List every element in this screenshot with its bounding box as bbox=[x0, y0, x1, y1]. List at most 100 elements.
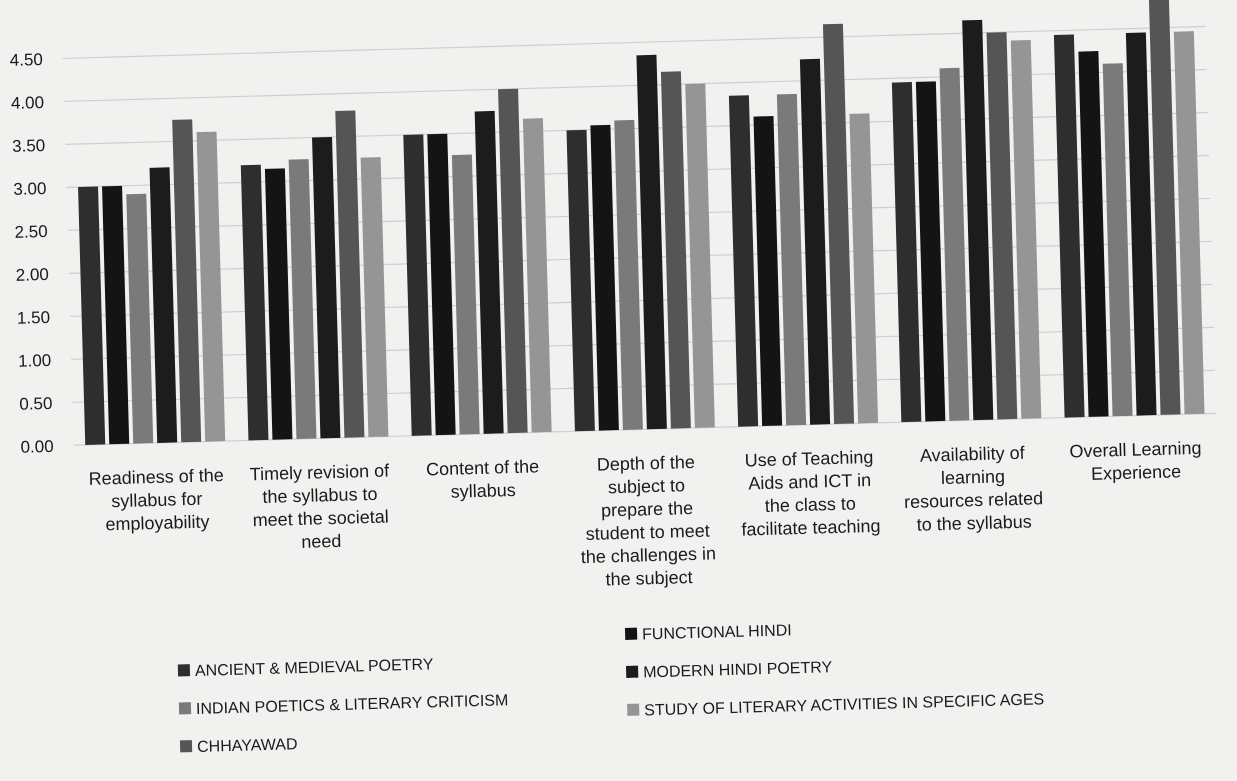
bar bbox=[522, 118, 552, 433]
category-label-line: employability bbox=[105, 512, 210, 535]
category-label-line: subject to bbox=[608, 475, 686, 497]
bar bbox=[753, 116, 783, 427]
legend-label: STUDY OF LITERARY ACTIVITIES IN SPECIFIC… bbox=[644, 691, 1044, 719]
bar bbox=[403, 134, 432, 436]
gridline bbox=[67, 197, 1211, 231]
category-label-line: Timely revision of bbox=[249, 460, 390, 484]
bar bbox=[360, 157, 389, 438]
legend: ANCIENT & MEDIEVAL POETRY FUNCTIONAL HIND… bbox=[177, 622, 1044, 756]
gridline bbox=[65, 111, 1208, 145]
bar bbox=[451, 154, 480, 435]
bar bbox=[264, 168, 293, 440]
y-tick-label: 0.50 bbox=[19, 394, 53, 414]
category-label-line: Content of the bbox=[426, 456, 540, 479]
legend-label: ANCIENT & MEDIEVAL POETRY bbox=[195, 656, 434, 680]
category-label-line: need bbox=[301, 531, 342, 552]
y-tick-label: 3.00 bbox=[13, 179, 47, 199]
category-label-line: learning bbox=[941, 466, 1006, 488]
bar bbox=[1125, 32, 1157, 416]
bar bbox=[566, 129, 595, 432]
category-label: Use of TeachingAids and ICT inthe class … bbox=[739, 447, 881, 540]
legend-swatch bbox=[624, 627, 638, 640]
legend-item: INDIAN POETICS & LITERARY CRITICISM bbox=[178, 692, 509, 718]
category-label-line: to the syllabus bbox=[916, 512, 1032, 535]
category-label-line: the class to bbox=[765, 493, 857, 516]
category-label: Depth of thesubject toprepare thestudent… bbox=[578, 451, 717, 590]
bar bbox=[149, 167, 178, 443]
gridline bbox=[73, 412, 1217, 446]
category-label-line: meet the societal bbox=[252, 507, 389, 531]
legend-item: MODERN HINDI POETRY bbox=[625, 659, 833, 681]
y-axis-ticks: 0.00 0.50 1.00 1.50 2.00 2.50 3.00 3.50 4.00 4.50 bbox=[9, 50, 53, 457]
legend-swatch bbox=[627, 703, 640, 716]
bar bbox=[126, 193, 154, 444]
bar bbox=[78, 186, 106, 445]
y-tick-label: 3.50 bbox=[12, 136, 46, 156]
category-label-line: the subject bbox=[605, 567, 693, 589]
category-label-line: Readiness of the bbox=[88, 465, 224, 489]
bar bbox=[288, 159, 317, 440]
gridline bbox=[62, 25, 1206, 60]
bar bbox=[498, 88, 528, 434]
gridline bbox=[71, 326, 1214, 360]
category-label-line: syllabus for bbox=[111, 489, 203, 512]
category-label: Overall LearningExperience bbox=[1069, 438, 1202, 485]
category-label-line: the syllabus to bbox=[262, 484, 378, 507]
bar bbox=[590, 124, 619, 431]
gridline bbox=[68, 240, 1212, 274]
gridline bbox=[69, 283, 1213, 317]
bar bbox=[799, 58, 831, 425]
category-labels: Readiness of thesyllabus foremployabilit… bbox=[88, 438, 1202, 590]
legend-item: ANCIENT & MEDIEVAL POETRY bbox=[177, 656, 434, 680]
bar bbox=[1078, 51, 1109, 417]
category-label-line: resources related bbox=[904, 488, 1044, 512]
legend-item: STUDY OF LITERARY ACTIVITIES IN SPECIFIC… bbox=[627, 691, 1044, 719]
legend-swatch bbox=[178, 702, 192, 715]
category-label: Content of thesyllabus bbox=[426, 456, 540, 502]
bar bbox=[660, 71, 691, 429]
category-label-line: Aids and ICT in bbox=[748, 470, 871, 493]
category-label: Readiness of thesyllabus foremployabilit… bbox=[88, 465, 225, 535]
bar bbox=[102, 185, 130, 445]
bar bbox=[849, 113, 879, 424]
bar bbox=[776, 93, 807, 426]
bar bbox=[474, 110, 504, 434]
bar bbox=[636, 54, 667, 430]
bar bbox=[172, 119, 202, 443]
bar bbox=[240, 164, 269, 441]
bar bbox=[1173, 31, 1205, 415]
bar bbox=[1102, 63, 1133, 417]
legend-swatch bbox=[179, 740, 193, 753]
bar bbox=[939, 67, 970, 421]
category-label-line: prepare the bbox=[601, 498, 694, 521]
y-tick-label: 4.00 bbox=[11, 93, 45, 113]
legend-label: CHHAYAWAD bbox=[197, 736, 298, 756]
bar bbox=[614, 119, 643, 430]
category-label: Availability oflearningresources related… bbox=[902, 442, 1044, 535]
bar bbox=[1053, 34, 1085, 418]
category-label-line: Depth of the bbox=[597, 452, 696, 475]
bar bbox=[1148, 0, 1181, 415]
category-label-line: syllabus bbox=[450, 480, 516, 502]
legend-item: CHHAYAWAD bbox=[179, 736, 298, 756]
y-tick-label: 1.00 bbox=[18, 351, 52, 371]
y-tick-label: 0.00 bbox=[20, 437, 54, 457]
category-label-line: Use of Teaching bbox=[744, 447, 873, 471]
bar bbox=[822, 23, 855, 425]
legend-label: FUNCTIONAL HINDI bbox=[642, 622, 792, 643]
category-label-line: student to meet bbox=[585, 521, 710, 544]
category-label: Timely revision ofthe syllabus tomeet th… bbox=[249, 460, 392, 553]
category-label-line: the challenges in bbox=[581, 543, 717, 567]
gridline bbox=[72, 369, 1215, 403]
y-tick-label: 2.00 bbox=[15, 265, 49, 285]
category-label-line: Overall Learning bbox=[1069, 438, 1202, 462]
bar bbox=[728, 95, 759, 427]
gridline bbox=[66, 154, 1209, 188]
bar bbox=[986, 32, 1018, 420]
bar bbox=[915, 81, 946, 422]
bar bbox=[1010, 39, 1042, 419]
legend-label: MODERN HINDI POETRY bbox=[643, 659, 833, 681]
category-label-line: facilitate teaching bbox=[741, 516, 881, 540]
